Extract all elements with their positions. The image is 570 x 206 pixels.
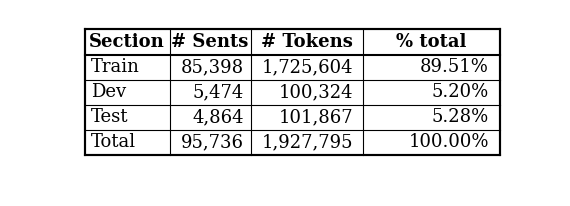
Text: 1,725,604: 1,725,604 <box>262 58 354 76</box>
Text: Train: Train <box>91 58 140 76</box>
Text: 5.28%: 5.28% <box>431 108 489 126</box>
Text: # Tokens: # Tokens <box>260 33 353 51</box>
Text: Total: Total <box>91 133 136 151</box>
Text: 85,398: 85,398 <box>181 58 244 76</box>
Text: 5,474: 5,474 <box>193 83 244 101</box>
Text: % total: % total <box>396 33 466 51</box>
Text: 101,867: 101,867 <box>279 108 354 126</box>
Text: # Sents: # Sents <box>172 33 249 51</box>
Text: 89.51%: 89.51% <box>420 58 489 76</box>
Text: 4,864: 4,864 <box>193 108 244 126</box>
Text: Dev: Dev <box>91 83 127 101</box>
Text: 95,736: 95,736 <box>181 133 244 151</box>
Bar <box>84 29 500 155</box>
Text: Test: Test <box>91 108 129 126</box>
Text: 1,927,795: 1,927,795 <box>262 133 354 151</box>
Text: 100.00%: 100.00% <box>408 133 489 151</box>
Text: Section: Section <box>89 33 165 51</box>
Text: 100,324: 100,324 <box>279 83 354 101</box>
Text: 5.20%: 5.20% <box>431 83 489 101</box>
